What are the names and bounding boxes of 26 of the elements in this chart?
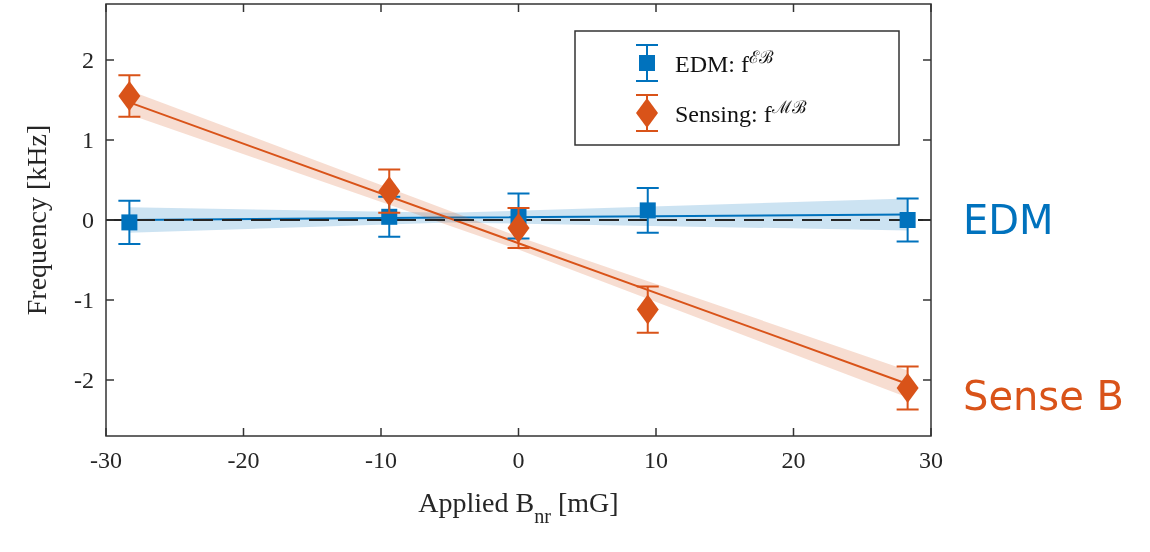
y-axis-title: Frequency [kHz] <box>21 124 52 316</box>
point <box>121 214 138 231</box>
x-tick-label: -20 <box>227 447 260 473</box>
point <box>639 202 656 219</box>
text: EDM <box>963 197 1054 243</box>
point <box>636 294 659 325</box>
legend-label: EDM: f$^{ℰℬ}$ <box>675 47 774 77</box>
y-tick-label: -2 <box>74 367 94 393</box>
x-tick-label: -10 <box>365 447 397 473</box>
text: Sense B <box>963 373 1124 419</box>
x-tick-label: 10 <box>644 447 668 473</box>
y-tick-label: 0 <box>82 207 94 233</box>
y-tick-label: 2 <box>82 47 94 73</box>
point <box>899 212 916 228</box>
x-tick-label: -30 <box>90 447 122 473</box>
point <box>507 213 530 243</box>
y-tick-label: 1 <box>82 127 94 153</box>
x-tick-label: 30 <box>919 447 943 473</box>
point <box>118 81 141 111</box>
y-tick-label: -1 <box>74 287 94 313</box>
x-axis-title: Applied B$_{nr}$ [mG] <box>418 487 619 527</box>
point <box>378 176 401 207</box>
x-tick-label: 0 <box>512 447 525 473</box>
point <box>896 373 919 403</box>
legend-label: Sensing: f$^{ℳℬ}$ <box>675 97 807 127</box>
x-tick-label: 20 <box>781 447 806 473</box>
